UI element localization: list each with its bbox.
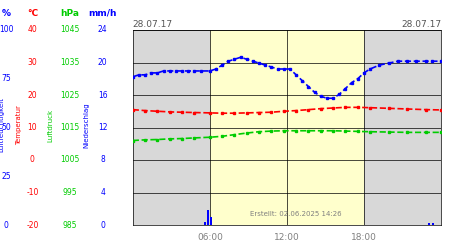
Text: 995: 995 xyxy=(63,188,77,197)
Text: 1005: 1005 xyxy=(60,156,80,164)
Text: -10: -10 xyxy=(26,188,39,197)
Text: 30: 30 xyxy=(27,58,37,67)
Text: %: % xyxy=(2,9,11,18)
Text: °C: °C xyxy=(27,9,38,18)
Bar xyxy=(428,222,430,225)
Text: 16: 16 xyxy=(98,90,108,100)
Bar xyxy=(210,30,364,225)
Text: mm/h: mm/h xyxy=(88,9,117,18)
Text: Luftfeuchtigkeit: Luftfeuchtigkeit xyxy=(0,98,4,152)
Text: 1045: 1045 xyxy=(60,26,80,35)
Bar xyxy=(204,222,206,225)
Text: 0: 0 xyxy=(100,220,105,230)
Text: 50: 50 xyxy=(1,123,11,132)
Text: 1015: 1015 xyxy=(60,123,79,132)
Text: 25: 25 xyxy=(1,172,11,181)
Text: 1035: 1035 xyxy=(60,58,80,67)
Text: 28.07.17: 28.07.17 xyxy=(133,20,173,29)
Text: 0: 0 xyxy=(4,220,9,230)
Text: Niederschlag: Niederschlag xyxy=(83,102,90,148)
Text: 12: 12 xyxy=(98,123,108,132)
Text: 8: 8 xyxy=(100,156,105,164)
Text: 40: 40 xyxy=(27,26,37,35)
Text: hPa: hPa xyxy=(60,9,79,18)
Text: 20: 20 xyxy=(98,58,108,67)
Text: 0: 0 xyxy=(30,156,35,164)
Bar xyxy=(210,217,212,225)
Text: 28.07.17: 28.07.17 xyxy=(401,20,441,29)
Text: 1025: 1025 xyxy=(60,90,79,100)
Text: 24: 24 xyxy=(98,26,108,35)
Text: -20: -20 xyxy=(26,220,39,230)
Text: 75: 75 xyxy=(1,74,11,83)
Bar xyxy=(207,210,209,225)
Text: Temperatur: Temperatur xyxy=(16,105,22,145)
Text: 20: 20 xyxy=(27,90,37,100)
Text: Erstellt: 02.06.2025 14:26: Erstellt: 02.06.2025 14:26 xyxy=(250,211,342,217)
Text: 985: 985 xyxy=(63,220,77,230)
Text: Luftdruck: Luftdruck xyxy=(48,108,54,142)
Text: 4: 4 xyxy=(100,188,105,197)
Bar xyxy=(432,224,434,225)
Text: 100: 100 xyxy=(0,26,14,35)
Text: 10: 10 xyxy=(27,123,37,132)
